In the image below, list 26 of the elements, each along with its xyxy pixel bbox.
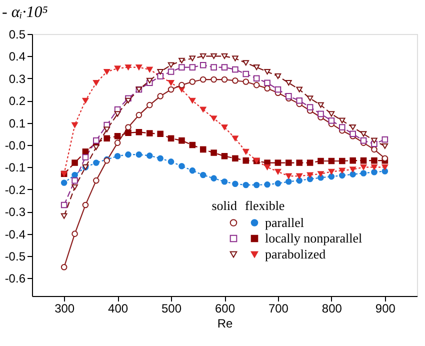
legend-label: locally nonparallel bbox=[265, 230, 362, 246]
y-tick-label: 0.2 bbox=[8, 94, 26, 108]
y-tick-label: -0.0 bbox=[4, 138, 26, 153]
y-tick-label: -0.2 bbox=[4, 182, 26, 197]
legend-label: parallel bbox=[265, 214, 304, 230]
x-tick-label: 800 bbox=[322, 302, 342, 316]
y-tick-label: -0.5 bbox=[4, 250, 26, 264]
y-tick-label: -0.3 bbox=[4, 205, 26, 220]
y-tick-label: 0.3 bbox=[8, 72, 26, 86]
x-tick-label: 500 bbox=[162, 302, 182, 316]
x-axis-title: Re bbox=[217, 316, 233, 330]
x-tick-label: 300 bbox=[54, 302, 75, 316]
y-tick-label: 0.5 bbox=[8, 28, 26, 42]
y-tick-label: 0.4 bbox=[8, 50, 26, 64]
x-tick-label: 400 bbox=[108, 302, 128, 316]
x-tick-label: 600 bbox=[214, 302, 236, 316]
y-axis-title: - αᵢ·10⁵ bbox=[2, 4, 48, 21]
y-tick-label: 0.1 bbox=[8, 116, 26, 130]
y-tick-label: -0.6 bbox=[4, 272, 26, 286]
y-tick-label: -0.4 bbox=[4, 227, 26, 242]
annotation: solid bbox=[212, 198, 238, 213]
legend-label: parabolized bbox=[265, 246, 326, 262]
annotation: flexible bbox=[245, 198, 285, 213]
y-tick-label: -0.1 bbox=[4, 160, 26, 175]
x-tick-label: 700 bbox=[268, 302, 289, 316]
x-tick-label: 900 bbox=[375, 302, 396, 316]
